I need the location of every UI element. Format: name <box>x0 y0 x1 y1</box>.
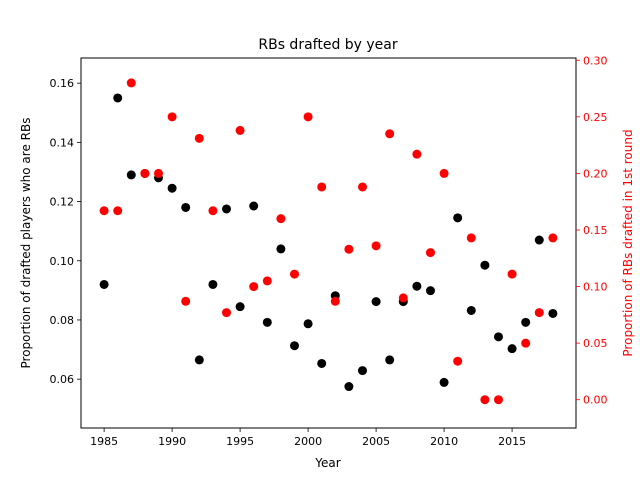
data-point-first-round <box>330 296 340 306</box>
data-point-rb-proportion <box>534 235 544 245</box>
data-point-rb-proportion <box>181 202 191 212</box>
data-point-first-round <box>99 206 109 216</box>
data-point-first-round <box>371 241 381 251</box>
data-point-rb-proportion <box>276 244 286 254</box>
data-point-rb-proportion <box>303 319 313 329</box>
data-point-rb-proportion <box>371 297 381 307</box>
data-point-first-round <box>453 356 463 366</box>
y-tick-label-left: 0.12 <box>50 196 75 209</box>
y-axis-right-label: Proportion of RBs drafted in 1st round <box>621 129 635 356</box>
data-point-first-round <box>303 112 313 122</box>
y-tick-label-right: 0.00 <box>583 394 608 407</box>
data-point-first-round <box>385 129 395 139</box>
data-point-rb-proportion <box>99 279 109 289</box>
x-axis: 1985 1990 1995 2000 2005 2010 2015 <box>90 428 526 448</box>
data-point-first-round <box>344 244 354 254</box>
y-tick-label-left: 0.14 <box>50 136 75 149</box>
data-point-first-round <box>398 293 408 303</box>
x-tick-label: 2010 <box>430 435 458 448</box>
data-point-rb-proportion <box>290 341 300 351</box>
data-point-rb-proportion <box>412 281 422 291</box>
y-tick-label-right: 0.15 <box>583 224 608 237</box>
data-point-rb-proportion <box>167 183 177 193</box>
data-point-first-round <box>548 233 558 243</box>
data-point-first-round <box>126 78 136 88</box>
y-tick-label-right: 0.05 <box>583 337 608 350</box>
data-point-first-round <box>222 308 232 318</box>
data-point-first-round <box>290 269 300 279</box>
x-tick-label: 2005 <box>362 435 390 448</box>
data-point-rb-proportion <box>453 213 463 223</box>
y-axis-left: 0.06 0.08 0.10 0.12 0.14 0.16 <box>50 77 81 386</box>
data-point-first-round <box>357 182 367 192</box>
data-point-rb-proportion <box>493 332 503 342</box>
data-point-first-round <box>235 125 245 135</box>
series-right-points <box>99 78 558 405</box>
data-point-first-round <box>113 206 123 216</box>
data-point-rb-proportion <box>126 170 136 180</box>
y-tick-label-left: 0.10 <box>50 255 75 268</box>
y-tick-label-right: 0.25 <box>583 111 608 124</box>
data-point-rb-proportion <box>480 260 490 270</box>
y-tick-label-right: 0.20 <box>583 167 608 180</box>
data-point-rb-proportion <box>439 377 449 387</box>
data-point-first-round <box>167 112 177 122</box>
data-point-rb-proportion <box>235 302 245 312</box>
y-tick-label-left: 0.08 <box>50 314 75 327</box>
y-tick-label-right: 0.30 <box>583 54 608 67</box>
data-point-rb-proportion <box>249 201 259 211</box>
data-point-first-round <box>276 214 286 224</box>
plot-frame <box>80 57 577 429</box>
data-point-first-round <box>140 168 150 178</box>
x-axis-label: Year <box>314 456 340 470</box>
data-point-rb-proportion <box>507 344 517 354</box>
data-point-rb-proportion <box>262 317 272 327</box>
y-axis-left-label: Proportion of drafted players who are RB… <box>19 118 33 369</box>
data-point-rb-proportion <box>222 204 232 214</box>
y-tick-label-right: 0.10 <box>583 281 608 294</box>
data-point-first-round <box>493 395 503 405</box>
data-point-first-round <box>262 276 272 286</box>
y-tick-label-left: 0.06 <box>50 373 75 386</box>
data-point-first-round <box>466 233 476 243</box>
data-point-rb-proportion <box>113 93 123 103</box>
data-point-rb-proportion <box>194 355 204 365</box>
data-point-first-round <box>181 296 191 306</box>
data-point-first-round <box>507 269 517 279</box>
x-tick-label: 1990 <box>158 435 186 448</box>
data-point-first-round <box>194 133 204 143</box>
data-point-rb-proportion <box>466 305 476 315</box>
data-point-first-round <box>425 248 435 258</box>
x-tick-label: 2015 <box>498 435 526 448</box>
data-point-rb-proportion <box>208 279 218 289</box>
data-point-first-round <box>521 338 531 348</box>
y-axis-right: 0.00 0.05 0.10 0.15 0.20 0.25 0.30 <box>576 54 608 407</box>
data-point-first-round <box>249 282 259 292</box>
data-point-first-round <box>534 308 544 318</box>
data-point-first-round <box>439 168 449 178</box>
data-point-rb-proportion <box>344 382 354 392</box>
data-point-rb-proportion <box>317 358 327 368</box>
data-point-first-round <box>154 168 164 178</box>
x-tick-label: 1985 <box>90 435 118 448</box>
data-point-rb-proportion <box>357 366 367 376</box>
data-point-rb-proportion <box>548 308 558 318</box>
series-left-points <box>99 93 558 392</box>
data-point-first-round <box>480 395 490 405</box>
data-point-rb-proportion <box>521 317 531 327</box>
data-point-first-round <box>317 182 327 192</box>
data-point-rb-proportion <box>385 355 395 365</box>
data-point-first-round <box>412 149 422 159</box>
chart-title: RBs drafted by year <box>258 37 398 53</box>
data-point-rb-proportion <box>425 286 435 296</box>
data-point-first-round <box>208 206 218 216</box>
x-tick-label: 1995 <box>226 435 254 448</box>
y-tick-label-left: 0.16 <box>50 77 75 90</box>
x-tick-label: 2000 <box>294 435 322 448</box>
